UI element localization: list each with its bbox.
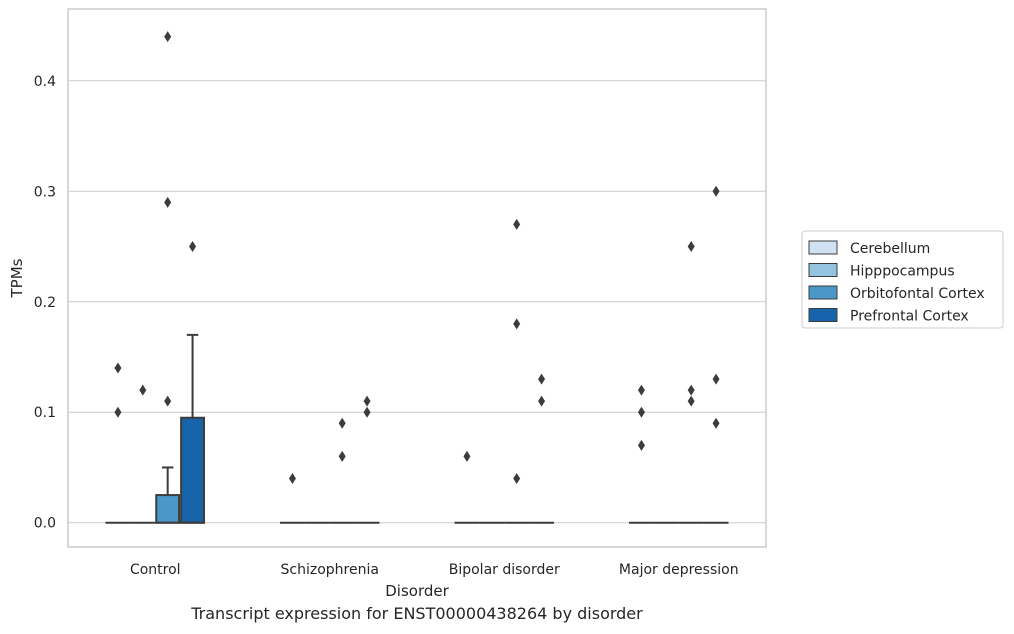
box — [180, 416, 205, 524]
box — [155, 494, 181, 524]
outlier-point — [712, 185, 720, 197]
legend-swatch — [808, 285, 838, 300]
outlier-point — [363, 406, 371, 418]
y-tick-label: 0.3 — [34, 184, 56, 200]
outlier-point — [139, 384, 147, 396]
legend — [801, 230, 1004, 329]
plot-area — [68, 9, 766, 547]
outlier-point — [687, 395, 695, 407]
outlier-point — [687, 241, 695, 253]
outlier-point — [637, 439, 645, 451]
plot-frame — [67, 8, 767, 548]
figure-caption: Transcript expression for ENST0000043826… — [191, 604, 643, 623]
outlier-point — [712, 417, 720, 429]
outlier-point — [637, 406, 645, 418]
outlier-point — [288, 473, 296, 485]
legend-label: Prefrontal Cortex — [850, 309, 969, 325]
outlier-point — [189, 241, 197, 253]
x-tick-label: Control — [130, 562, 181, 578]
legend-swatch — [808, 308, 838, 322]
legend-label: Orbitofontal Cortex — [850, 286, 985, 302]
outlier-point — [338, 417, 346, 429]
outlier-point — [164, 31, 172, 43]
legend-swatch — [808, 240, 838, 255]
outlier-point — [338, 450, 346, 462]
outlier-point — [538, 373, 546, 385]
y-tick-label: 0.4 — [34, 74, 56, 90]
outlier-point — [513, 218, 521, 230]
outlier-point — [687, 384, 695, 396]
y-tick-label: 0.2 — [34, 295, 56, 311]
outlier-point — [513, 473, 521, 485]
legend-label: Hipppocampus — [850, 264, 955, 280]
x-tick-label: Major depression — [619, 562, 739, 578]
legend-label: Cerebellum — [850, 241, 930, 257]
outlier-point — [463, 450, 471, 462]
outlier-point — [712, 373, 720, 385]
x-axis-label: Disorder — [385, 582, 449, 600]
legend-swatch — [808, 263, 838, 277]
x-tick-label: Bipolar disorder — [449, 562, 560, 578]
outlier-point — [637, 384, 645, 396]
outlier-point — [164, 395, 172, 407]
outlier-point — [363, 395, 371, 407]
outlier-point — [114, 406, 122, 418]
outlier-point — [114, 362, 122, 374]
outlier-point — [513, 318, 521, 330]
y-tick-label: 0.1 — [34, 405, 56, 421]
outlier-point — [164, 196, 172, 208]
y-tick-label: 0.0 — [34, 516, 56, 532]
x-tick-label: Schizophrenia — [281, 562, 379, 578]
outlier-point — [538, 395, 546, 407]
y-axis-label: TPMs — [8, 258, 26, 298]
